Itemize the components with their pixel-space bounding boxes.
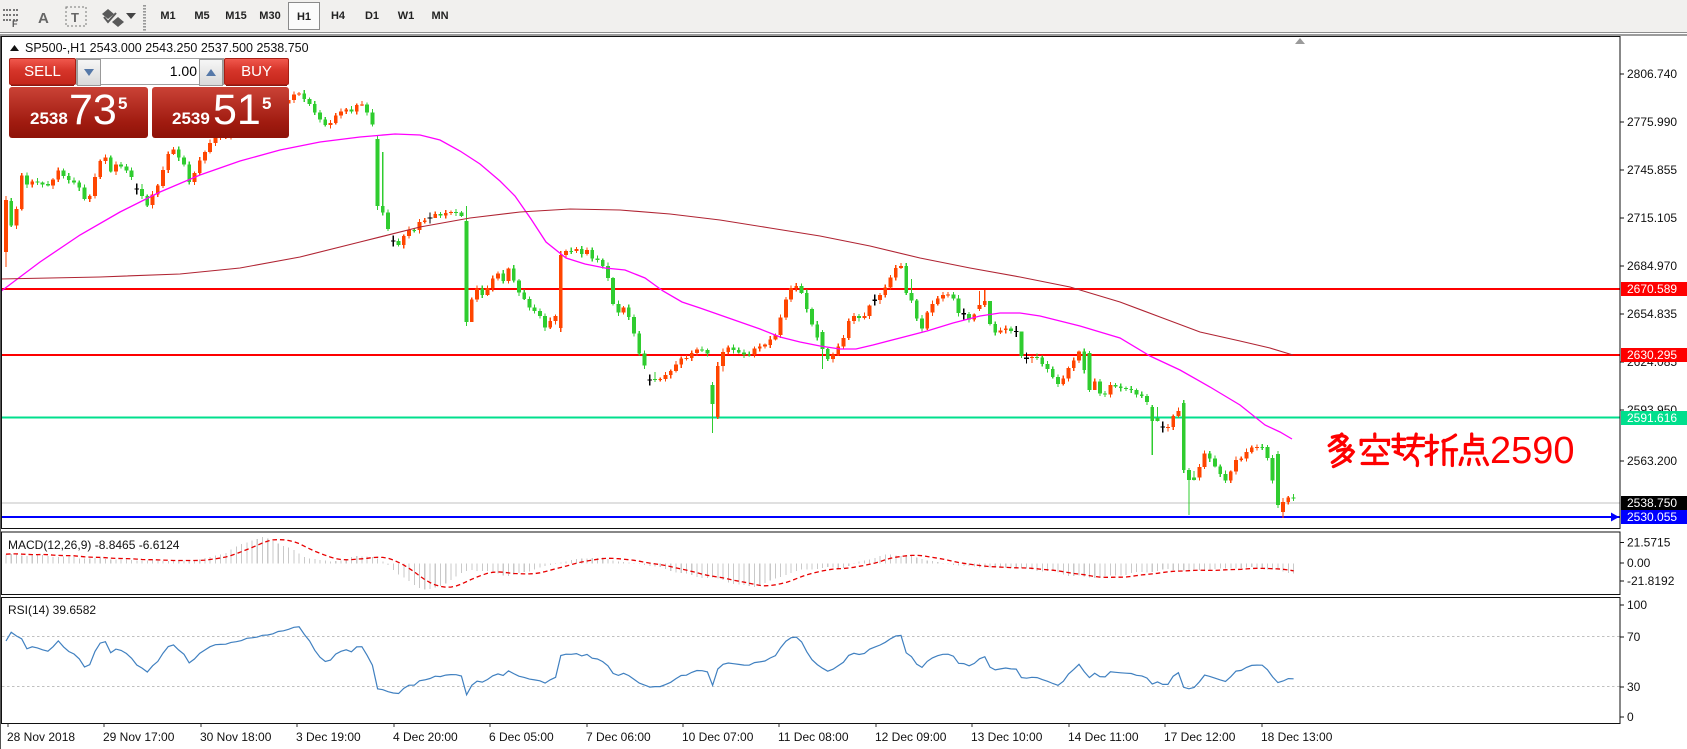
svg-text:70: 70 xyxy=(1627,630,1641,644)
svg-text:2591.616: 2591.616 xyxy=(1627,411,1677,425)
svg-text:12 Dec 09:00: 12 Dec 09:00 xyxy=(875,730,947,744)
svg-text:-21.8192: -21.8192 xyxy=(1627,574,1675,588)
svg-text:0: 0 xyxy=(1627,710,1634,724)
svg-text:6 Dec 05:00: 6 Dec 05:00 xyxy=(489,730,554,744)
svg-text:2745.855: 2745.855 xyxy=(1627,163,1677,177)
svg-text:2806.740: 2806.740 xyxy=(1627,67,1677,81)
svg-text:2775.990: 2775.990 xyxy=(1627,115,1677,129)
svg-text:2563.200: 2563.200 xyxy=(1627,454,1677,468)
svg-text:7 Dec 06:00: 7 Dec 06:00 xyxy=(586,730,651,744)
svg-text:2684.970: 2684.970 xyxy=(1627,259,1677,273)
svg-text:30: 30 xyxy=(1627,680,1641,694)
svg-text:13 Dec 10:00: 13 Dec 10:00 xyxy=(971,730,1043,744)
svg-text:28 Nov 2018: 28 Nov 2018 xyxy=(7,730,75,744)
svg-text:3 Dec 19:00: 3 Dec 19:00 xyxy=(296,730,361,744)
svg-text:2670.589: 2670.589 xyxy=(1627,282,1677,296)
svg-text:29 Nov 17:00: 29 Nov 17:00 xyxy=(103,730,175,744)
svg-text:2630.295: 2630.295 xyxy=(1627,348,1677,362)
svg-text:21.5715: 21.5715 xyxy=(1627,536,1671,550)
svg-text:2590: 2590 xyxy=(1490,430,1575,472)
svg-text:A: A xyxy=(38,10,49,27)
svg-text:MACD(12,26,9) -8.8465 -6.6124: MACD(12,26,9) -8.8465 -6.6124 xyxy=(8,538,180,552)
svg-text:SP500-,H1 2543.000 2543.250 2: SP500-,H1 2543.000 2543.250 2537.500 253… xyxy=(25,41,309,55)
svg-text:RSI(14) 39.6582: RSI(14) 39.6582 xyxy=(8,603,96,617)
svg-text:17 Dec 12:00: 17 Dec 12:00 xyxy=(1164,730,1236,744)
svg-text:100: 100 xyxy=(1627,598,1647,612)
svg-text:10 Dec 07:00: 10 Dec 07:00 xyxy=(682,730,754,744)
svg-text:0.00: 0.00 xyxy=(1627,556,1651,570)
svg-text:T: T xyxy=(71,10,79,25)
svg-text:2538.750: 2538.750 xyxy=(1627,496,1677,510)
svg-text:30 Nov 18:00: 30 Nov 18:00 xyxy=(200,730,272,744)
svg-text:18 Dec 13:00: 18 Dec 13:00 xyxy=(1261,730,1333,744)
svg-text:2715.105: 2715.105 xyxy=(1627,211,1677,225)
svg-text:14 Dec 11:00: 14 Dec 11:00 xyxy=(1068,730,1139,744)
svg-text:11 Dec 08:00: 11 Dec 08:00 xyxy=(778,730,849,744)
svg-text:2654.835: 2654.835 xyxy=(1627,307,1677,321)
svg-text:F: F xyxy=(12,19,18,29)
svg-text:4 Dec 20:00: 4 Dec 20:00 xyxy=(393,730,458,744)
svg-text:2530.055: 2530.055 xyxy=(1627,510,1677,524)
